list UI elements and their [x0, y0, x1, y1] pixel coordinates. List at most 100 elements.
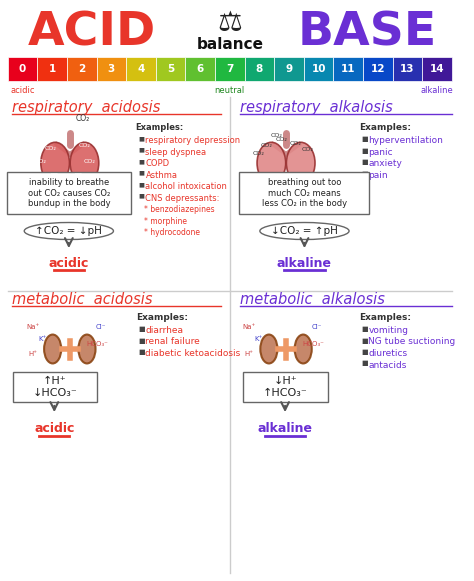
- Text: ↓H⁺
↑HCO₃⁻: ↓H⁺ ↑HCO₃⁻: [263, 376, 308, 398]
- Text: * benzodiazepines: * benzodiazepines: [145, 205, 215, 214]
- Text: ACID: ACID: [28, 10, 156, 56]
- Text: antacids: antacids: [368, 360, 407, 370]
- Text: 13: 13: [400, 64, 415, 74]
- Text: CO₂: CO₂: [261, 142, 273, 148]
- Text: diuretics: diuretics: [368, 349, 408, 358]
- FancyBboxPatch shape: [245, 57, 274, 81]
- Text: * hydrocodone: * hydrocodone: [145, 228, 201, 237]
- Text: CO₂: CO₂: [45, 145, 56, 150]
- Text: H⁺: H⁺: [245, 351, 254, 357]
- FancyBboxPatch shape: [37, 57, 67, 81]
- Text: respiratory  alkalosis: respiratory alkalosis: [240, 99, 393, 114]
- Ellipse shape: [260, 335, 277, 364]
- Text: hyperventilation: hyperventilation: [368, 136, 443, 145]
- Ellipse shape: [78, 335, 96, 364]
- Text: alkaline: alkaline: [420, 86, 454, 95]
- Text: HCO₃⁻: HCO₃⁻: [86, 341, 108, 347]
- Text: CO₂: CO₂: [270, 132, 283, 138]
- FancyBboxPatch shape: [239, 172, 369, 214]
- Text: alkaline: alkaline: [257, 422, 312, 436]
- FancyBboxPatch shape: [392, 57, 422, 81]
- Text: ↓CO₂ = ↑pH: ↓CO₂ = ↑pH: [271, 226, 338, 236]
- Text: metabolic  acidosis: metabolic acidosis: [12, 292, 152, 307]
- Text: CO₂: CO₂: [83, 159, 95, 163]
- Text: NG tube suctioning: NG tube suctioning: [368, 338, 456, 346]
- Text: acidic: acidic: [49, 256, 89, 270]
- Text: ■: ■: [362, 360, 368, 367]
- Text: 0: 0: [19, 64, 26, 74]
- Text: diarrhea: diarrhea: [146, 326, 183, 335]
- Text: ■: ■: [139, 326, 145, 332]
- Text: CO₂: CO₂: [78, 142, 90, 148]
- Text: CO₂: CO₂: [290, 141, 301, 145]
- Text: diabetic ketoacidosis: diabetic ketoacidosis: [146, 349, 241, 358]
- Ellipse shape: [70, 142, 99, 184]
- Text: ↑CO₂ = ↓pH: ↑CO₂ = ↓pH: [36, 226, 102, 236]
- Text: 1: 1: [48, 64, 56, 74]
- FancyBboxPatch shape: [156, 57, 185, 81]
- Text: ■: ■: [139, 148, 145, 152]
- Text: 14: 14: [430, 64, 444, 74]
- FancyBboxPatch shape: [243, 372, 328, 402]
- Text: ■: ■: [362, 349, 368, 355]
- Text: neutral: neutral: [215, 86, 245, 95]
- Text: 7: 7: [226, 64, 234, 74]
- Text: K⁺: K⁺: [255, 336, 263, 342]
- Text: BASE: BASE: [298, 10, 437, 56]
- Text: Examples:: Examples:: [136, 313, 188, 322]
- Text: ■: ■: [362, 159, 368, 165]
- Text: COPD: COPD: [146, 159, 170, 168]
- Text: CO₂: CO₂: [35, 159, 46, 163]
- Text: anxiety: anxiety: [368, 159, 402, 168]
- FancyBboxPatch shape: [67, 57, 97, 81]
- FancyBboxPatch shape: [7, 172, 131, 214]
- Text: 3: 3: [108, 64, 115, 74]
- Text: 10: 10: [311, 64, 326, 74]
- FancyBboxPatch shape: [304, 57, 333, 81]
- Text: inability to breathe
out CO₂ causes CO₂
bundup in the body: inability to breathe out CO₂ causes CO₂ …: [27, 178, 110, 208]
- Text: CNS depressants:: CNS depressants:: [146, 193, 220, 203]
- Ellipse shape: [257, 142, 286, 184]
- Text: Examples:: Examples:: [136, 123, 184, 132]
- Text: Cl⁻: Cl⁻: [312, 324, 322, 330]
- Ellipse shape: [295, 335, 312, 364]
- Text: 12: 12: [371, 64, 385, 74]
- FancyBboxPatch shape: [97, 57, 126, 81]
- Text: 2: 2: [78, 64, 85, 74]
- Text: ↑H⁺
↓HCO₃⁻: ↑H⁺ ↓HCO₃⁻: [32, 376, 77, 398]
- Text: acidic: acidic: [10, 86, 35, 95]
- FancyBboxPatch shape: [274, 57, 304, 81]
- FancyBboxPatch shape: [8, 57, 37, 81]
- Text: Cl⁻: Cl⁻: [96, 324, 106, 330]
- Text: breathing out too
much CO₂ means
less CO₂ in the body: breathing out too much CO₂ means less CO…: [262, 178, 347, 208]
- Text: Na⁺: Na⁺: [243, 324, 256, 330]
- Text: 8: 8: [256, 64, 263, 74]
- Text: ■: ■: [362, 326, 368, 332]
- Text: 11: 11: [341, 64, 356, 74]
- Text: ■: ■: [139, 136, 145, 141]
- Text: ■: ■: [362, 170, 368, 177]
- Text: CO₂: CO₂: [301, 146, 313, 152]
- Text: CO₂: CO₂: [253, 150, 265, 156]
- Text: ■: ■: [362, 338, 368, 343]
- Text: Na⁺: Na⁺: [27, 324, 40, 330]
- Text: alcohol intoxication: alcohol intoxication: [146, 182, 228, 191]
- Ellipse shape: [41, 142, 70, 184]
- Text: sleep dyspnea: sleep dyspnea: [146, 148, 207, 156]
- Text: 4: 4: [137, 64, 145, 74]
- Ellipse shape: [44, 335, 61, 364]
- FancyBboxPatch shape: [363, 57, 392, 81]
- Text: ■: ■: [139, 338, 145, 343]
- Text: ■: ■: [139, 170, 145, 175]
- Text: ■: ■: [139, 159, 145, 164]
- FancyBboxPatch shape: [13, 372, 97, 402]
- Text: HCO₃⁻: HCO₃⁻: [302, 341, 324, 347]
- Text: ■: ■: [139, 182, 145, 187]
- Text: ⚖: ⚖: [218, 9, 242, 37]
- Text: ■: ■: [362, 148, 368, 153]
- Text: acidic: acidic: [34, 422, 74, 436]
- FancyBboxPatch shape: [126, 57, 156, 81]
- Ellipse shape: [24, 223, 113, 239]
- Text: 9: 9: [285, 64, 292, 74]
- Text: respiratory depression: respiratory depression: [146, 136, 241, 145]
